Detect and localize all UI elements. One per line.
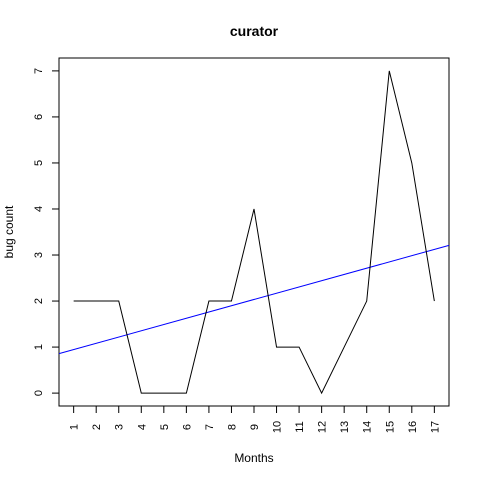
x-tick-label: 1 bbox=[69, 424, 81, 430]
trend-line bbox=[59, 245, 449, 353]
y-tick-label: 1 bbox=[33, 344, 45, 350]
x-tick-label: 16 bbox=[407, 421, 419, 433]
bug-count-series-line bbox=[74, 71, 435, 393]
series-layer bbox=[59, 71, 449, 393]
x-tick-label: 7 bbox=[204, 424, 216, 430]
y-axis: 0 1 2 3 4 5 6 7 bbox=[33, 68, 59, 396]
x-tick-label: 17 bbox=[429, 421, 441, 433]
plot-frame bbox=[59, 58, 449, 406]
x-tick-label: 13 bbox=[339, 421, 351, 433]
y-tick-label: 3 bbox=[33, 252, 45, 258]
x-tick-label: 14 bbox=[362, 421, 374, 433]
x-axis: 1 2 3 4 5 6 7 8 9 10 11 12 13 14 15 16 17 bbox=[69, 406, 442, 433]
x-tick-label: 15 bbox=[384, 421, 396, 433]
chart-title: curator bbox=[230, 23, 279, 39]
x-tick-label: 4 bbox=[136, 424, 148, 430]
x-tick-label: 10 bbox=[272, 421, 284, 433]
x-axis-label: Months bbox=[234, 451, 273, 465]
y-tick-label: 4 bbox=[33, 206, 45, 212]
x-tick-label: 11 bbox=[294, 421, 306, 432]
y-tick-label: 2 bbox=[33, 298, 45, 304]
y-tick-label: 6 bbox=[33, 114, 45, 120]
x-tick-label: 3 bbox=[114, 424, 126, 430]
y-axis-label: bug count bbox=[2, 205, 16, 258]
y-tick-label: 0 bbox=[33, 390, 45, 396]
x-tick-label: 12 bbox=[317, 421, 329, 433]
x-tick-label: 5 bbox=[159, 424, 171, 430]
y-tick-label: 5 bbox=[33, 160, 45, 166]
x-tick-label: 6 bbox=[181, 424, 193, 430]
y-tick-label: 7 bbox=[33, 68, 45, 74]
x-tick-label: 9 bbox=[249, 424, 261, 430]
x-tick-label: 8 bbox=[226, 424, 238, 430]
x-tick-label: 2 bbox=[91, 424, 103, 430]
